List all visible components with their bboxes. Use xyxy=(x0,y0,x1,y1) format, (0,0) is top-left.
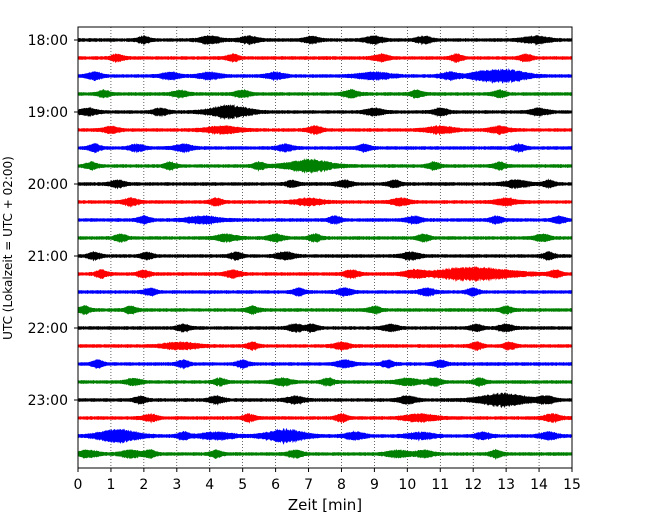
x-tick-label: 3 xyxy=(172,477,181,493)
x-tick-label: 7 xyxy=(304,477,313,493)
plot-frame xyxy=(77,26,573,469)
y-tick-label: 22:00 xyxy=(28,321,68,337)
x-tick-label: 12 xyxy=(464,477,482,493)
x-tick-label: 10 xyxy=(398,477,416,493)
y-tick-label: 23:00 xyxy=(28,393,68,409)
x-axis-ticks: 0 1 2 3 4 5 6 7 8 9 10 11 12 13 14 15 xyxy=(74,468,581,493)
x-tick-label: 0 xyxy=(74,477,83,493)
x-tick-label: 4 xyxy=(205,477,214,493)
x-tick-label: 14 xyxy=(530,477,548,493)
x-tick-label: 15 xyxy=(563,477,581,493)
y-tick-label: 20:00 xyxy=(28,177,68,193)
trace-group xyxy=(77,34,573,461)
x-tick-label: 9 xyxy=(370,477,379,493)
x-tick-label: 11 xyxy=(431,477,449,493)
x-tick-label: 8 xyxy=(337,477,346,493)
x-tick-label: 1 xyxy=(106,477,115,493)
x-tick-label: 2 xyxy=(139,477,148,493)
y-axis-label: UTC (Lokalzeit = UTC + 02:00) xyxy=(1,156,15,340)
y-tick-label: 21:00 xyxy=(28,249,68,265)
x-tick-label: 6 xyxy=(271,477,280,493)
y-tick-label: 19:00 xyxy=(28,105,68,121)
x-tick-label: 5 xyxy=(238,477,247,493)
x-tick-label: 13 xyxy=(497,477,515,493)
y-tick-label: 18:00 xyxy=(28,33,68,49)
y-axis-ticks: 18:00 19:00 20:00 21:00 22:00 23:00 xyxy=(28,33,78,409)
x-axis-label: Zeit [min] xyxy=(288,496,362,514)
